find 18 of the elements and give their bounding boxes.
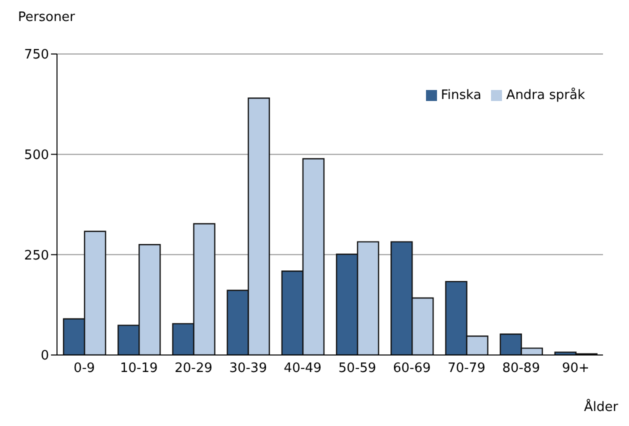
y-tick-label: 0 <box>40 348 49 364</box>
y-tick-label: 750 <box>24 48 49 63</box>
legend-label: Andra språk <box>506 88 585 103</box>
y-axis-title: Personer <box>18 10 76 25</box>
x-tick-label: 90+ <box>562 361 590 376</box>
legend-label: Finska <box>440 88 482 103</box>
x-tick-label: 0-9 <box>74 361 95 376</box>
x-tick-label: 80-89 <box>502 361 540 376</box>
x-tick-label: 40-49 <box>284 361 322 376</box>
y-tick-label: 500 <box>24 148 49 163</box>
x-tick-label: 70-79 <box>448 361 486 376</box>
x-tick-label: 10-19 <box>120 361 158 376</box>
x-tick-label: 20-29 <box>174 361 212 376</box>
x-tick-label: 30-39 <box>229 361 267 376</box>
x-axis-title: Ålder <box>584 400 618 415</box>
y-tick-label: 250 <box>24 248 49 264</box>
x-tick-label: 60-69 <box>393 361 431 376</box>
x-tick-label: 50-59 <box>338 361 376 376</box>
